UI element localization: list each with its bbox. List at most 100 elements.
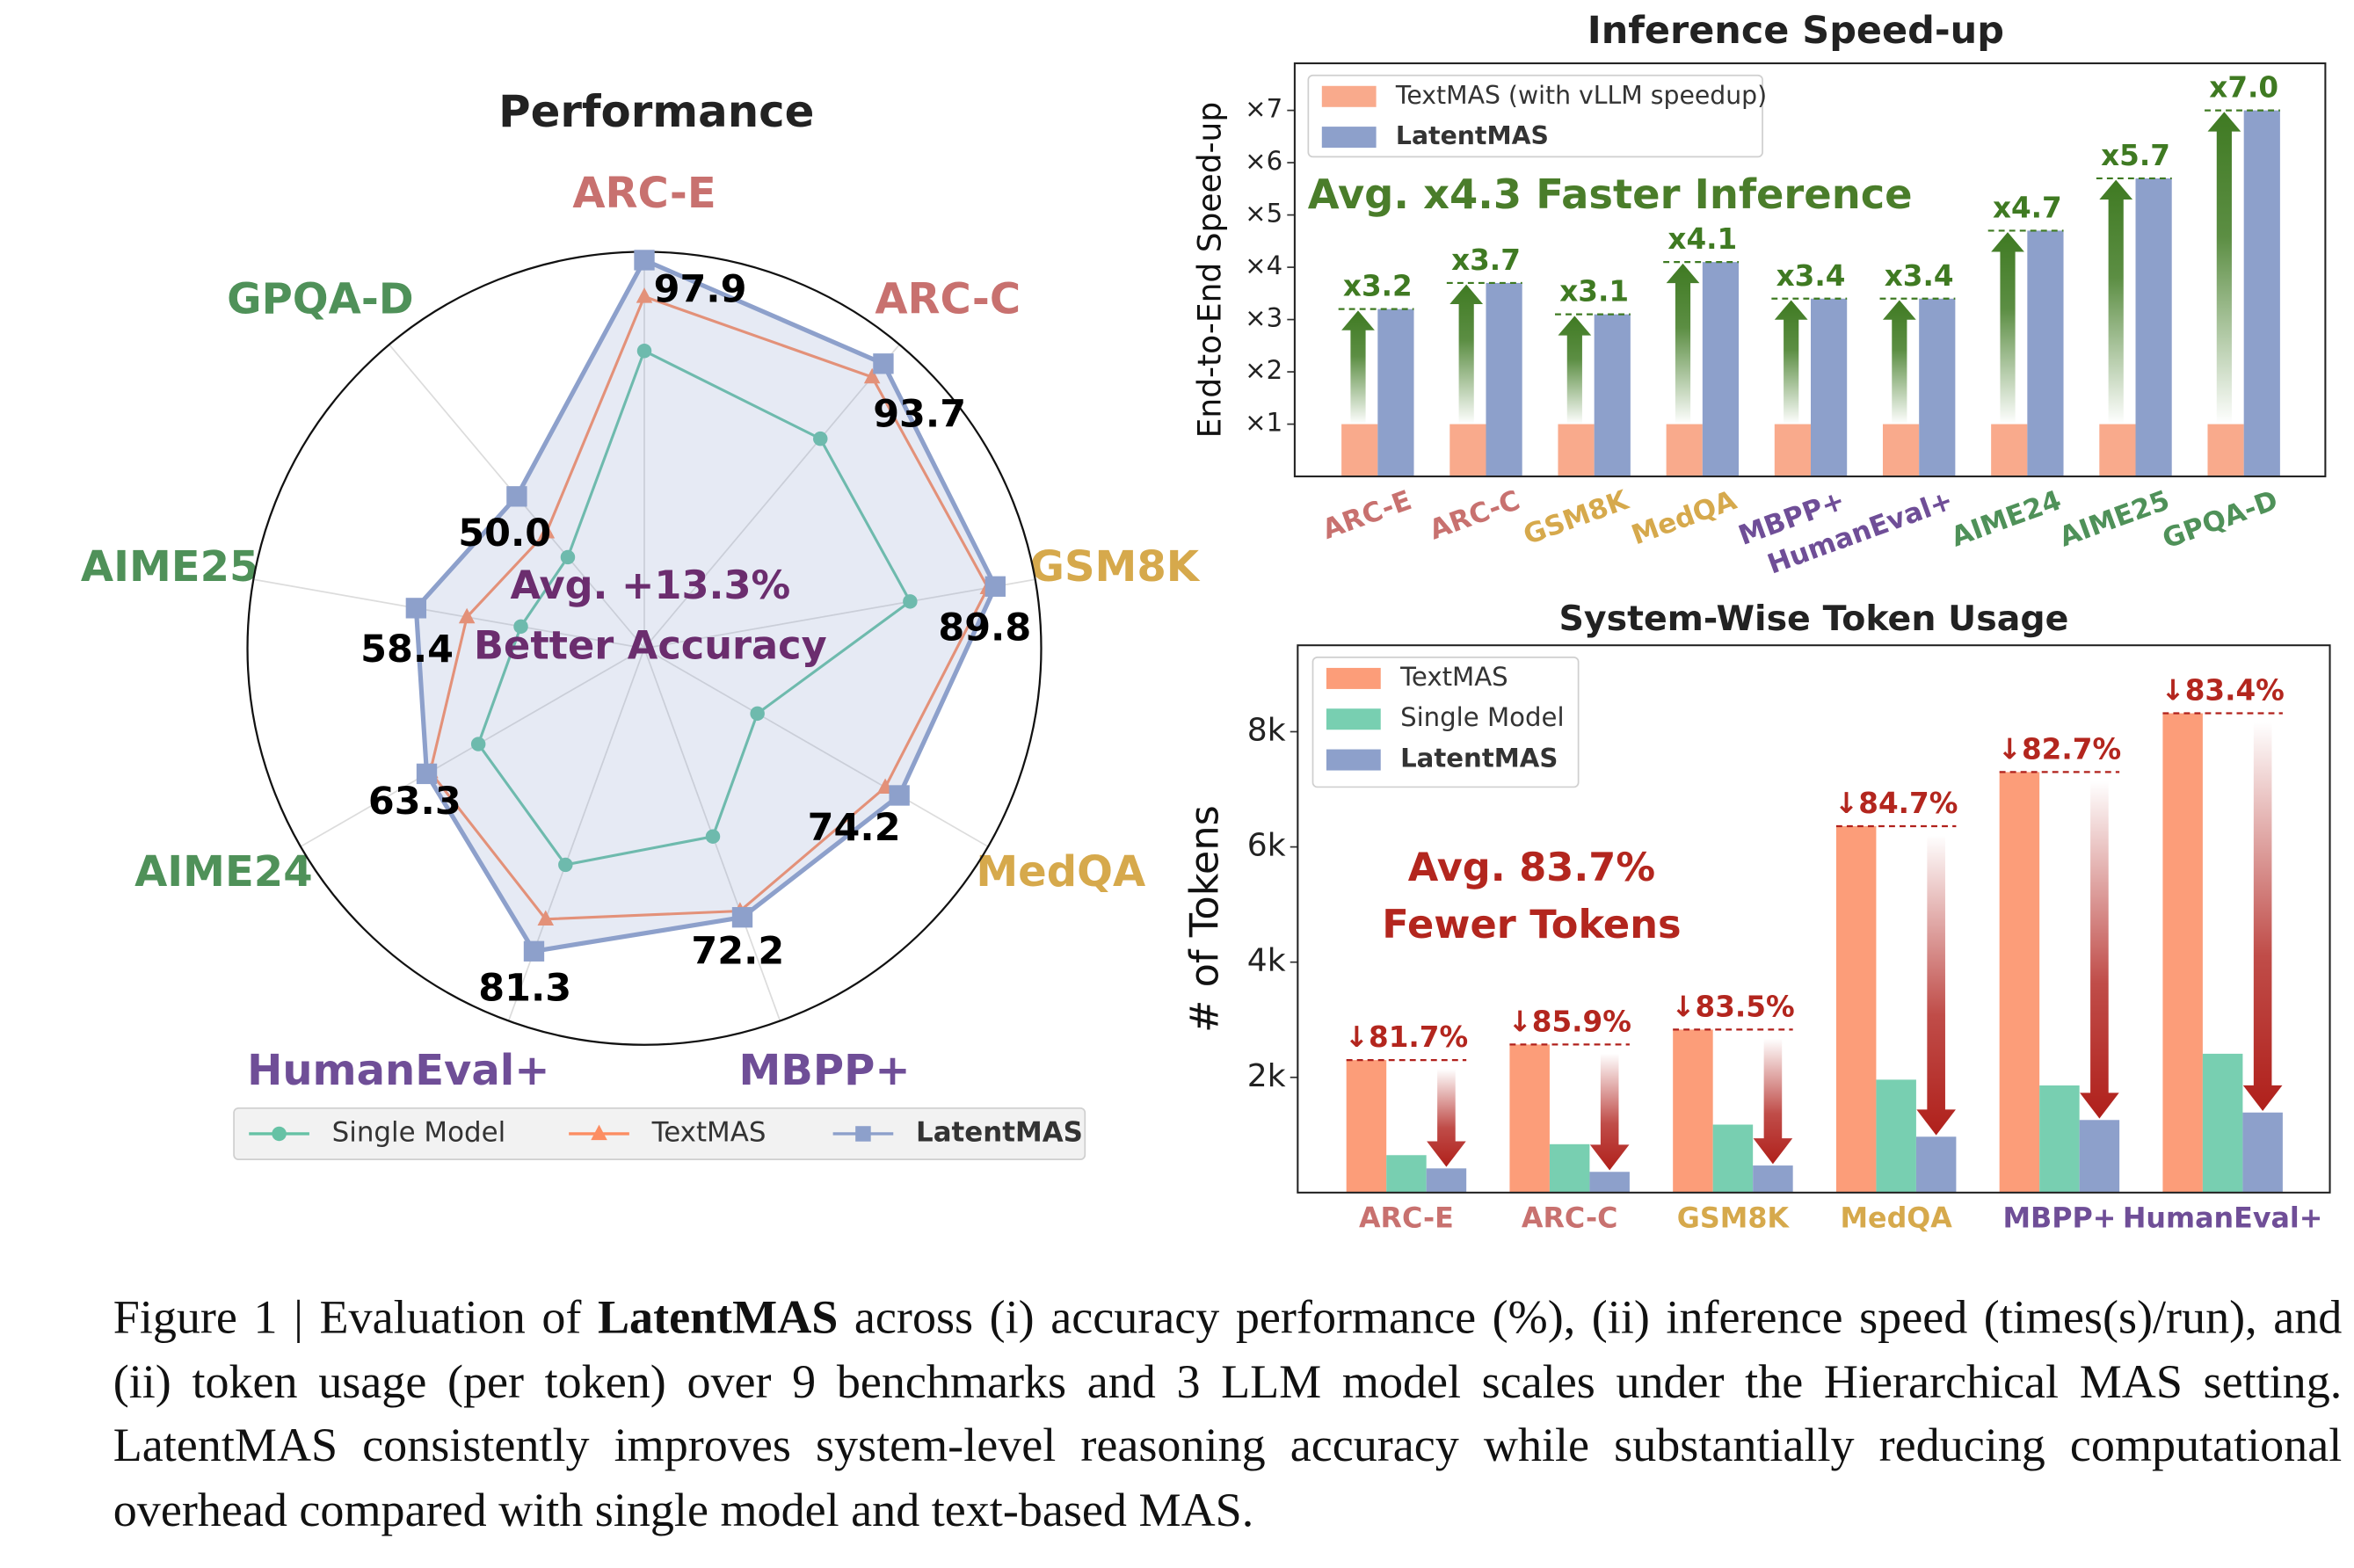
caption-text: across (i) accuracy performance (%), (ii… bbox=[113, 1290, 2343, 1536]
axis-label: ARC-E bbox=[572, 169, 716, 218]
annotation: Avg. 83.7% bbox=[1408, 845, 1655, 890]
y-tick-label: 4k bbox=[1247, 943, 1286, 979]
marker bbox=[416, 763, 438, 785]
y-tick-label: ×3 bbox=[1245, 303, 1282, 333]
plot-frame bbox=[1293, 62, 2327, 478]
axis-label: GPQA-D bbox=[227, 274, 414, 323]
marker bbox=[855, 1126, 871, 1142]
data-label: 50.0 bbox=[458, 512, 551, 555]
bar bbox=[2242, 1112, 2283, 1193]
bar bbox=[1549, 1143, 1590, 1193]
y-tick-label: ×7 bbox=[1245, 94, 1282, 124]
growth-arrow bbox=[1558, 316, 1592, 425]
legend-swatch bbox=[1321, 127, 1377, 149]
bar bbox=[1882, 424, 1920, 477]
bar bbox=[1753, 1165, 1793, 1193]
bar bbox=[1919, 298, 1956, 477]
axis-label: MBPP+ bbox=[738, 1046, 910, 1095]
caption-emphasis: LatentMAS bbox=[597, 1290, 839, 1344]
marker bbox=[538, 522, 556, 539]
bar bbox=[1386, 1155, 1427, 1193]
legend-swatch bbox=[1326, 667, 1381, 689]
bar bbox=[1876, 1079, 1916, 1193]
y-tick-label: 2k bbox=[1247, 1058, 1286, 1094]
marker bbox=[873, 353, 894, 374]
reduction-arrow bbox=[1916, 835, 1956, 1136]
axis-label: GSM8K bbox=[1030, 542, 1201, 592]
chart-title: System-Wise Token Usage bbox=[1559, 599, 2069, 639]
data-label: x3.4 bbox=[1885, 259, 1954, 293]
marker bbox=[750, 706, 765, 722]
x-tick-label: ARC-C bbox=[1425, 484, 1523, 546]
reduction-arrow bbox=[1589, 1053, 1630, 1171]
marker bbox=[558, 857, 573, 873]
y-tick-label: ×4 bbox=[1245, 250, 1282, 280]
marker bbox=[458, 607, 476, 624]
marker bbox=[636, 344, 652, 359]
legend-label: LatentMAS bbox=[916, 1116, 1083, 1148]
legend-label: TextMAS bbox=[1399, 662, 1508, 692]
x-tick-label: GSM8K bbox=[1519, 484, 1633, 551]
bar bbox=[1589, 1172, 1630, 1193]
bar bbox=[2099, 424, 2136, 477]
caption-box: Figure 1 | Evaluation of LatentMAS acros… bbox=[113, 1290, 2343, 1536]
bar bbox=[1486, 282, 1522, 477]
bar bbox=[1426, 1168, 1467, 1193]
marker bbox=[537, 910, 555, 926]
marker bbox=[470, 737, 486, 751]
spoke bbox=[643, 344, 900, 650]
growth-arrow bbox=[1991, 232, 2024, 425]
marker bbox=[560, 549, 576, 565]
bar bbox=[1377, 309, 1414, 477]
bar bbox=[2027, 230, 2064, 477]
bar bbox=[2039, 1085, 2080, 1193]
series-line bbox=[476, 349, 912, 867]
marker bbox=[523, 940, 545, 962]
legend-label: TextMAS bbox=[651, 1116, 767, 1148]
x-tick-label: ARC-E bbox=[1359, 1203, 1454, 1235]
reduction-label: ↓81.7% bbox=[1345, 1020, 1468, 1054]
bar bbox=[2079, 1120, 2120, 1193]
bar bbox=[1835, 825, 1877, 1193]
reduction-arrow bbox=[2242, 722, 2283, 1112]
growth-arrow bbox=[2207, 112, 2241, 425]
bar bbox=[2162, 713, 2203, 1193]
annotation: Better Accuracy bbox=[474, 623, 827, 669]
y-tick-label: ×1 bbox=[1245, 408, 1282, 438]
bar bbox=[1346, 1060, 1387, 1193]
data-label: x3.4 bbox=[1776, 259, 1846, 293]
marker bbox=[634, 250, 655, 271]
reduction-arrow bbox=[2080, 780, 2119, 1119]
bar bbox=[1666, 424, 1703, 477]
data-label: x5.7 bbox=[2101, 139, 2170, 172]
growth-arrow bbox=[1449, 284, 1484, 425]
x-tick-label: AIME24 bbox=[1947, 484, 2066, 553]
marker bbox=[636, 287, 653, 303]
data-label: 89.8 bbox=[938, 606, 1031, 650]
marker bbox=[731, 907, 753, 928]
axis-label: HumanEval+ bbox=[247, 1046, 549, 1095]
annotation: Fewer Tokens bbox=[1382, 902, 1681, 947]
marker bbox=[863, 367, 881, 384]
marker bbox=[889, 785, 910, 806]
bar bbox=[1509, 1044, 1550, 1193]
data-label: x3.7 bbox=[1451, 243, 1521, 277]
spoke bbox=[253, 578, 645, 650]
marker bbox=[903, 594, 918, 609]
x-tick-label: MBPP+ bbox=[2002, 1203, 2116, 1235]
series-line bbox=[413, 257, 999, 955]
y-tick-label: ×2 bbox=[1245, 355, 1282, 385]
bar bbox=[2243, 110, 2280, 477]
marker bbox=[984, 576, 1006, 597]
spoke bbox=[643, 578, 1035, 650]
x-tick-label: ARC-E bbox=[1319, 484, 1416, 546]
marker bbox=[506, 486, 527, 507]
y-tick-label: ×6 bbox=[1245, 146, 1282, 176]
legend-swatch bbox=[1321, 85, 1377, 107]
bar bbox=[2135, 178, 2172, 477]
legend-box bbox=[1307, 74, 1763, 158]
bar bbox=[1673, 1029, 1713, 1193]
data-label: 63.3 bbox=[368, 780, 461, 824]
chart-title: Inference Speed-up bbox=[1587, 9, 2004, 53]
